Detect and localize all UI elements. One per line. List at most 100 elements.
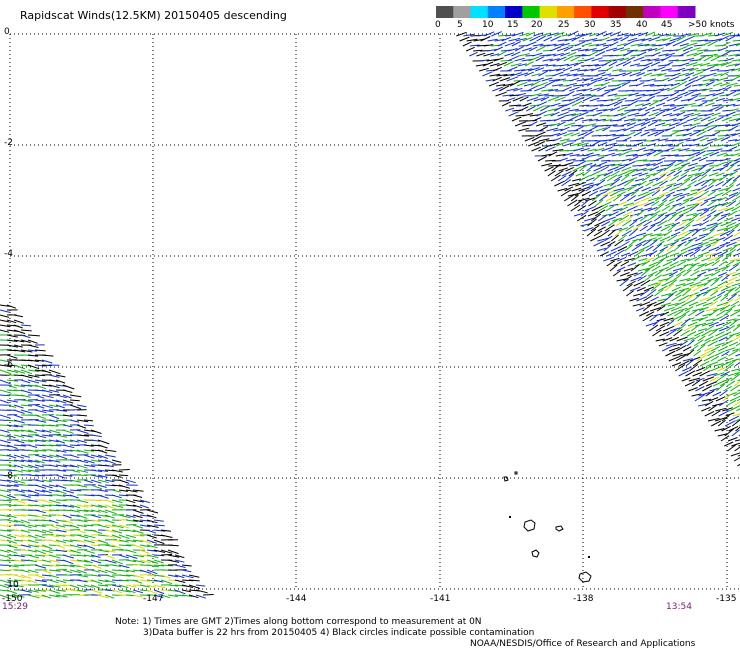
wind-vector (534, 77, 544, 82)
wind-vector (535, 45, 546, 52)
wind-vector (568, 108, 579, 112)
wind-vector (48, 589, 60, 594)
wind-vector (34, 514, 46, 519)
wind-vector (604, 66, 614, 72)
wind-vector (132, 489, 144, 492)
wind-vector (730, 89, 740, 92)
wind-vector (132, 534, 145, 537)
wind-vector (714, 350, 725, 357)
wind-vector (635, 81, 645, 87)
wind-vector (62, 579, 74, 582)
wind-vector (608, 149, 618, 152)
wind-vector (527, 85, 539, 92)
wind-vector (726, 304, 736, 312)
wind-vector (665, 265, 677, 272)
wind-vector (573, 61, 583, 67)
wind-vector (0, 429, 10, 433)
lat-label-minus2: -2 (4, 138, 13, 148)
legend-label: 20 (531, 20, 543, 30)
wind-vector (546, 43, 557, 47)
wind-vector (528, 46, 538, 52)
legend-label: 45 (661, 20, 673, 30)
wind-vector (712, 167, 724, 172)
wind-vector (636, 219, 647, 227)
wind-vector (723, 234, 734, 242)
wind-vector (729, 244, 738, 252)
wind-vector (653, 150, 664, 157)
wind-vector (6, 564, 19, 568)
wind-vector (13, 329, 26, 335)
wind-vector (733, 231, 740, 237)
wind-vector (625, 225, 634, 232)
wind-vector (689, 47, 701, 52)
wind-vector (670, 159, 683, 162)
wind-vector (522, 102, 532, 107)
wind-vector (621, 166, 632, 172)
wind-vector (578, 175, 590, 182)
wind-vector (602, 126, 611, 132)
wind-vector (553, 43, 565, 47)
wind-vector (153, 539, 165, 545)
wind-vector (679, 128, 690, 132)
wind-vector (727, 221, 737, 227)
wind-vector (649, 239, 658, 247)
wind-vector (657, 72, 667, 77)
wind-vector (623, 50, 634, 57)
wind-vector (722, 407, 733, 412)
wind-vector (638, 258, 648, 262)
wind-vector (517, 63, 527, 67)
wind-vector (703, 65, 715, 72)
wind-vector (606, 101, 619, 107)
wind-vector (692, 223, 702, 227)
wind-vector (685, 72, 695, 77)
wind-vector (558, 167, 568, 172)
wind-vector (710, 203, 721, 212)
wind-vector (20, 524, 32, 529)
wind-vector (682, 206, 694, 212)
wind-vector (511, 41, 521, 47)
wind-vector (615, 219, 626, 227)
wind-vector (702, 87, 713, 92)
wind-vector (146, 584, 157, 588)
wind-vector (90, 589, 103, 594)
wind-vector (20, 394, 31, 398)
wind-vector (705, 228, 715, 237)
wind-vector (689, 130, 701, 137)
wind-vector (726, 318, 737, 322)
wind-vector (577, 205, 587, 212)
wind-vector (667, 310, 678, 317)
wind-vector (684, 166, 695, 172)
wind-vector (532, 43, 544, 47)
wind-vector (506, 76, 519, 82)
wind-vector (630, 129, 643, 132)
wind-vector (104, 464, 114, 468)
wind-vector (702, 78, 715, 82)
wind-vector (693, 201, 703, 207)
wind-vector (598, 46, 610, 52)
wind-vector (586, 160, 599, 162)
wind-vector (582, 32, 593, 37)
wind-vector (34, 404, 45, 409)
wind-vector (664, 211, 677, 217)
wind-vector (153, 594, 164, 598)
wind-vector (696, 55, 707, 62)
wind-vector (0, 489, 12, 493)
wind-vector (548, 89, 559, 92)
wind-vector (667, 85, 678, 92)
wind-vector (181, 574, 194, 579)
wind-vector (610, 97, 621, 102)
wind-vector (736, 99, 740, 102)
wind-vector (712, 82, 723, 87)
wind-vector (652, 329, 662, 337)
wind-vector (722, 331, 732, 337)
wind-vector (484, 31, 495, 37)
wind-vector (737, 455, 740, 457)
wind-vector (665, 200, 675, 207)
wind-vector (698, 233, 709, 237)
wind-vector (725, 248, 736, 257)
wind-vector (118, 554, 129, 559)
wind-vector (648, 186, 660, 192)
wind-vector (605, 47, 618, 52)
wind-vector (724, 207, 735, 212)
